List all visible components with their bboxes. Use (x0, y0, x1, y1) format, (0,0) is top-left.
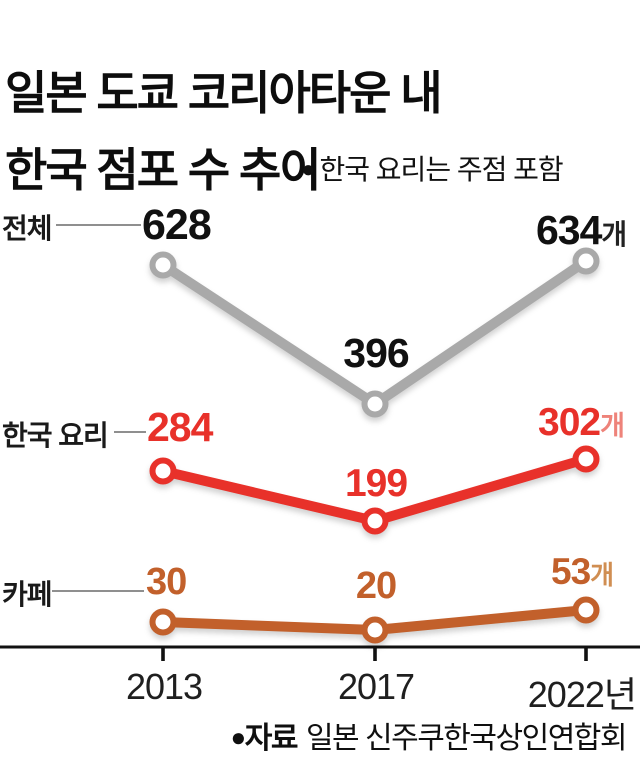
chart-title-line2: 한국 점포 수 추이 (5, 144, 322, 196)
x-label-2017: 2017 (337, 666, 415, 707)
x-label-2013: 2013 (125, 666, 203, 707)
total-series (149, 247, 600, 418)
source-text: 일본 신주쿠한국상인연합회 (305, 722, 628, 755)
source-bullet-icon: ● (230, 722, 247, 752)
korean-food-series (149, 445, 600, 535)
total-point-2017 (361, 390, 389, 418)
value-total-2013: 628 (142, 201, 212, 249)
korean-food-point-2022 (572, 445, 600, 473)
x-tick-2013 (161, 647, 165, 661)
leader-line-total (56, 224, 141, 226)
series-label-total: 전체 (2, 213, 53, 244)
cafe-point-2022 (572, 596, 600, 624)
unit-suffix: 개 (600, 411, 625, 441)
cafe-series (149, 596, 600, 644)
x-tick-2017 (373, 647, 377, 661)
source-line: ●자료 일본 신주쿠한국상인연합회 (230, 713, 628, 757)
series-label-korean-food: 한국 요리 (2, 420, 109, 451)
value-cafe-2022-number: 53 (551, 551, 591, 592)
leader-line-cafe (52, 590, 144, 592)
unit-suffix: 개 (590, 560, 614, 590)
value-korean-food-2017: 199 (344, 462, 408, 505)
total-point-2022 (572, 247, 600, 275)
value-korean-food-2022: 302개 (538, 401, 625, 445)
x-label-2022: 2022년 (527, 674, 637, 715)
chart-title-line1: 일본 도쿄 코리아타운 내 (5, 67, 443, 119)
korean-food-point-2013 (149, 457, 177, 485)
unit-suffix: 개 (601, 219, 627, 250)
cafe-point-2017 (361, 616, 389, 644)
value-korean-food-2022-number: 302 (538, 401, 601, 444)
total-point-2013 (149, 251, 177, 279)
chart-note-text: 한국 요리는 주점 포함 (319, 154, 564, 185)
source-label: 자료 (244, 722, 299, 755)
value-total-2022: 634개 (536, 207, 627, 254)
value-total-2022-number: 634 (536, 207, 602, 253)
value-cafe-2017: 20 (355, 565, 397, 607)
chart-note: ● 한국 요리는 주점 포함 (301, 148, 564, 188)
x-tick-2022 (584, 647, 588, 661)
value-cafe-2013: 30 (146, 561, 187, 603)
leader-line-korean-food (114, 431, 146, 433)
value-korean-food-2013: 284 (147, 404, 213, 450)
cafe-point-2013 (149, 608, 177, 636)
value-total-2017: 396 (343, 330, 409, 376)
value-cafe-2022: 53개 (551, 551, 614, 593)
note-bullet-icon: ● (301, 156, 315, 183)
korean-food-point-2017 (361, 507, 389, 535)
series-label-cafe: 카페 (2, 579, 53, 610)
